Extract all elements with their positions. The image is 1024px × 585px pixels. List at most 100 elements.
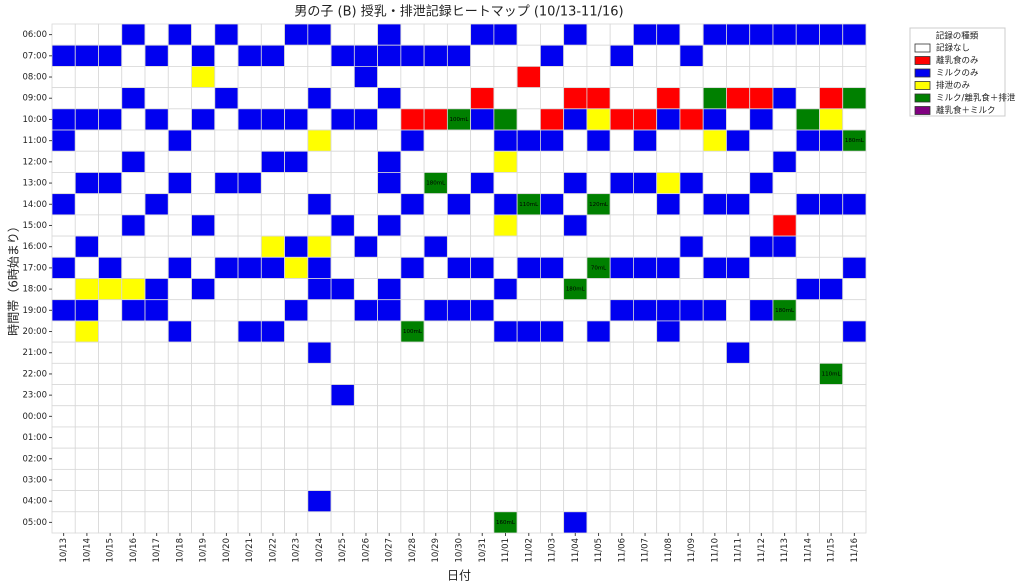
heatmap-cell bbox=[214, 256, 239, 279]
heatmap-cell bbox=[842, 108, 867, 131]
heatmap-cell bbox=[609, 384, 634, 407]
heatmap-cell bbox=[470, 87, 495, 110]
heatmap-cell bbox=[586, 66, 611, 89]
heatmap-cell bbox=[214, 468, 239, 491]
heatmap-cell bbox=[586, 172, 611, 195]
heatmap-cell bbox=[656, 108, 681, 131]
heatmap-cell bbox=[749, 172, 774, 195]
y-tick-label: 06:00 bbox=[23, 30, 48, 40]
y-axis-label: 時間帯（6時始まり） bbox=[7, 220, 21, 336]
heatmap-cell bbox=[679, 193, 704, 216]
heatmap-cell bbox=[609, 235, 634, 258]
heatmap-cell bbox=[98, 23, 123, 46]
heatmap-cell bbox=[51, 426, 76, 449]
heatmap-cell bbox=[819, 511, 844, 534]
heatmap-cell bbox=[353, 447, 379, 470]
heatmap-cell bbox=[819, 490, 844, 513]
heatmap-cell bbox=[842, 362, 867, 385]
heatmap-cell bbox=[260, 468, 285, 491]
heatmap-cell bbox=[516, 278, 541, 301]
heatmap-cell bbox=[377, 214, 402, 237]
heatmap-cell bbox=[98, 490, 123, 513]
heatmap-cell bbox=[400, 87, 425, 110]
heatmap-cell bbox=[702, 235, 727, 258]
heatmap-cell bbox=[284, 193, 309, 216]
heatmap-cell bbox=[353, 362, 379, 385]
heatmap-cell bbox=[586, 44, 611, 67]
heatmap-cell bbox=[656, 172, 681, 195]
heatmap-cell bbox=[353, 299, 379, 322]
heatmap-cell bbox=[74, 23, 99, 46]
heatmap-cell bbox=[237, 172, 262, 195]
legend-label: 排泄のみ bbox=[936, 80, 971, 91]
heatmap-cell bbox=[167, 362, 192, 385]
heatmap-cell bbox=[446, 320, 472, 343]
heatmap-cell bbox=[423, 108, 448, 131]
heatmap-cell bbox=[819, 235, 844, 258]
x-tick-label: 11/12 bbox=[757, 538, 767, 563]
heatmap-cell bbox=[377, 150, 402, 173]
x-tick-label: 10/20 bbox=[222, 538, 232, 563]
heatmap-cell bbox=[191, 511, 216, 534]
heatmap-cell bbox=[772, 23, 797, 46]
heatmap-cell bbox=[423, 87, 448, 110]
heatmap-cell bbox=[121, 256, 146, 279]
heatmap-cell bbox=[353, 341, 379, 364]
heatmap-cell bbox=[516, 214, 541, 237]
legend-label: ミルク/離乳食＋排泄 bbox=[936, 93, 1016, 104]
heatmap-cell bbox=[633, 405, 658, 428]
heatmap-cell bbox=[656, 87, 681, 110]
heatmap-cell bbox=[516, 384, 541, 407]
heatmap-cell bbox=[191, 44, 216, 67]
heatmap-cell bbox=[423, 66, 448, 89]
heatmap-cell bbox=[446, 172, 472, 195]
heatmap-cell bbox=[237, 341, 262, 364]
heatmap-cell bbox=[284, 214, 309, 237]
heatmap-cell bbox=[121, 172, 146, 195]
y-tick-label: 20:00 bbox=[23, 327, 48, 337]
heatmap-cell bbox=[260, 235, 285, 258]
heatmap-cell bbox=[121, 468, 146, 491]
heatmap-cell bbox=[702, 108, 727, 131]
heatmap-cell bbox=[423, 129, 448, 152]
heatmap-cell bbox=[493, 23, 518, 46]
heatmap-cell bbox=[144, 23, 169, 46]
heatmap-cell bbox=[819, 66, 844, 89]
heatmap-cell bbox=[679, 44, 704, 67]
heatmap-cell bbox=[377, 341, 402, 364]
heatmap-cell bbox=[74, 193, 99, 216]
heatmap-cell bbox=[307, 44, 332, 67]
heatmap-cell bbox=[493, 299, 518, 322]
heatmap-cell bbox=[749, 405, 774, 428]
heatmap-cell bbox=[377, 108, 402, 131]
heatmap-cell bbox=[656, 193, 681, 216]
heatmap-cell bbox=[679, 172, 704, 195]
heatmap-cell bbox=[353, 511, 379, 534]
heatmap-cell bbox=[307, 511, 332, 534]
heatmap-cell bbox=[749, 468, 774, 491]
heatmap-cell bbox=[772, 108, 797, 131]
heatmap-cell bbox=[377, 66, 402, 89]
heatmap-cell bbox=[51, 193, 76, 216]
heatmap-cell bbox=[772, 235, 797, 258]
heatmap-cell bbox=[819, 384, 844, 407]
heatmap-cell bbox=[540, 44, 565, 67]
heatmap-cell bbox=[493, 405, 518, 428]
heatmap-cell bbox=[609, 299, 634, 322]
heatmap-cell bbox=[633, 426, 658, 449]
heatmap-cell bbox=[74, 87, 99, 110]
cell-label: 110mL bbox=[822, 371, 842, 377]
x-tick-label: 10/31 bbox=[478, 538, 488, 563]
heatmap-cell bbox=[260, 384, 285, 407]
heatmap-cell bbox=[144, 490, 169, 513]
heatmap-cell bbox=[540, 511, 565, 534]
heatmap-cell bbox=[98, 108, 123, 131]
heatmap-cell bbox=[377, 384, 402, 407]
heatmap-cell bbox=[167, 214, 192, 237]
heatmap-cell bbox=[702, 490, 727, 513]
heatmap-cell bbox=[144, 511, 169, 534]
heatmap-cell bbox=[516, 511, 541, 534]
heatmap-cell bbox=[702, 468, 727, 491]
heatmap-cell bbox=[353, 384, 379, 407]
heatmap-cell bbox=[307, 150, 332, 173]
